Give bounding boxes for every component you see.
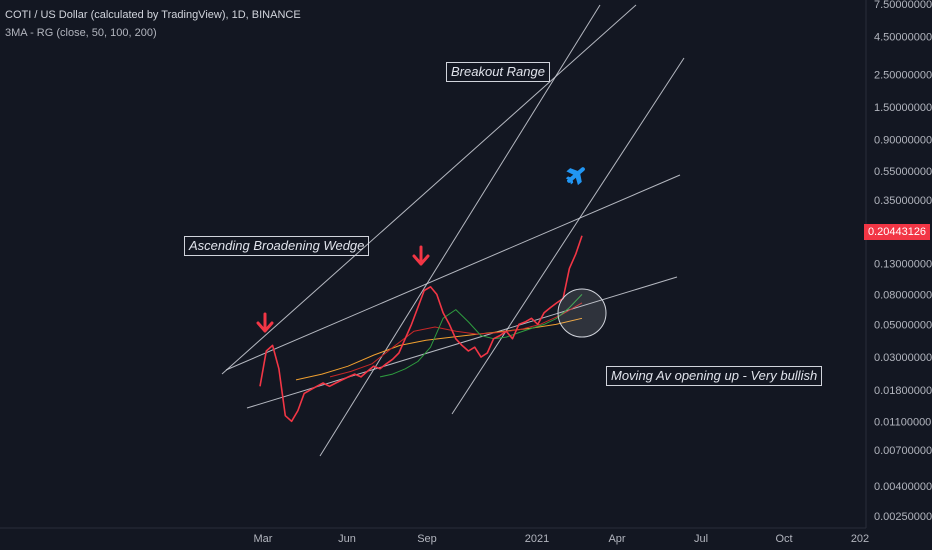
y-tick-label: 0.35000000 [874, 195, 932, 207]
airplane-icon [565, 167, 585, 186]
moving-av-label[interactable]: Moving Av opening up - Very bullish [606, 366, 823, 386]
x-tick-label: Oct [775, 533, 792, 545]
breakout-range-label[interactable]: Breakout Range [446, 62, 550, 82]
y-tick-label: 0.90000000 [874, 135, 932, 147]
y-tick-label: 0.05000000 [874, 319, 932, 331]
x-tick-label: Mar [254, 533, 273, 545]
y-tick-label: 4.50000000 [874, 32, 932, 44]
x-tick-label: Apr [608, 533, 625, 545]
x-tick-label: 202 [851, 533, 869, 545]
y-tick-label: 0.00400000 [874, 481, 932, 493]
x-tick-label: Jun [338, 533, 356, 545]
y-tick-label: 0.55000000 [874, 166, 932, 178]
ma100-line [329, 302, 583, 378]
x-tick-label: 2021 [525, 533, 549, 545]
y-tick-label: 0.01100000 [874, 416, 931, 428]
x-tick-label: Jul [694, 533, 708, 545]
x-tick-label: Sep [417, 533, 437, 545]
breakout-lower-line [451, 57, 685, 415]
long-trend-line [319, 4, 601, 457]
symbol-title[interactable]: COTI / US Dollar (calculated by TradingV… [5, 9, 301, 21]
wedge-label[interactable]: Ascending Broadening Wedge [184, 236, 370, 256]
y-tick-label: 0.00250000 [874, 511, 932, 523]
wedge-upper-line [225, 174, 681, 371]
y-tick-label: 0.08000000 [874, 289, 932, 301]
highlight-circle [557, 288, 607, 338]
y-tick-label: 2.50000000 [874, 69, 932, 81]
y-tick-label: 1.50000000 [874, 102, 932, 114]
last-price-tag: 0.20443126 [864, 224, 930, 240]
y-tick-label: 7.50000000 [874, 0, 932, 11]
y-tick-label: 0.00700000 [874, 445, 932, 457]
y-tick-label: 0.03000000 [874, 352, 932, 364]
y-tick-label: 0.01800000 [874, 385, 932, 397]
breakout-upper-line [221, 4, 637, 375]
arrow-down-icon [412, 245, 430, 266]
y-tick-label: 0.13000000 [874, 258, 932, 270]
arrow-down-icon [256, 312, 274, 333]
price-line [259, 235, 583, 423]
ma50-line [379, 294, 583, 378]
indicator-legend[interactable]: 3MA - RG (close, 50, 100, 200) [5, 27, 157, 39]
